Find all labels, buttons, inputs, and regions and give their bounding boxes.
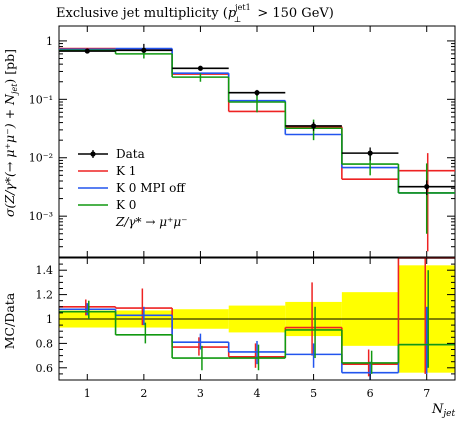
data-point-1 <box>84 48 90 54</box>
legend-process-label: Z/γ* → μ⁺μ⁻ <box>115 215 188 229</box>
data-point-5 <box>310 123 317 129</box>
x-tick-label-7: 7 <box>423 387 430 400</box>
x-axis-label-main: N <box>431 402 444 417</box>
chart-title: Exclusive jet multiplicity (pjet1 ⊥ > 150… <box>56 3 334 24</box>
legend-entry-k-1-label: K 1 <box>116 164 136 178</box>
x-tick-label-1: 1 <box>84 387 91 400</box>
ratio-ytick-label-3: 1.2 <box>36 289 54 302</box>
ratio-ytick-label-1: 0.8 <box>36 337 54 350</box>
main-plot-panel: 1 10⁻¹ 10⁻² 10⁻³ <box>29 25 456 258</box>
ratio-plot-panel: 0.6 0.8 1 1.2 1.4 1 2 3 4 5 6 7 <box>36 257 456 400</box>
top-ytick-label-2: 10⁻² <box>29 152 53 165</box>
x-tick-label-3: 3 <box>197 387 204 400</box>
x-tick-label-2: 2 <box>140 387 147 400</box>
x-tick-label-6: 6 <box>367 387 374 400</box>
top-ytick-label-1: 10⁻¹ <box>29 93 53 106</box>
top-ylabel-sub: jet <box>10 83 19 96</box>
ratio-ytick-label-0: 0.6 <box>36 362 54 375</box>
data-point-3 <box>197 65 204 71</box>
data-point-4 <box>254 90 260 96</box>
title-sup: jet1 <box>234 3 251 12</box>
top-ytick-label-3: 10⁻³ <box>29 210 53 223</box>
legend-entry-k-0-mpi-off-label: K 0 MPI off <box>116 181 186 195</box>
title-p: p <box>228 6 237 21</box>
legend-entry-data-label: Data <box>116 147 145 161</box>
ratio-ytick-label-2: 1 <box>46 313 53 326</box>
data-point-2 <box>141 47 147 53</box>
ratio-ytick-label-4: 1.4 <box>36 264 54 277</box>
top-ylabel-main: σ(Z/γ*(→ μ⁺μ⁻) + N <box>2 93 17 217</box>
x-tick-label-4: 4 <box>254 387 261 400</box>
legend: Data K 1 K 0 MPI off K 0 Z/γ* → μ⁺μ⁻ <box>78 147 188 229</box>
data-point-7 <box>424 184 430 190</box>
ratio-ylabel: MC/Data <box>2 292 17 349</box>
legend-entry-k-0-label: K 0 <box>116 198 136 212</box>
x-tick-label-5: 5 <box>310 387 317 400</box>
top-ylabel-tail: ) [pb] <box>2 49 17 84</box>
data-point-6 <box>367 150 373 156</box>
x-axis-label-sub: jet <box>441 409 455 419</box>
title-sub: ⊥ <box>234 15 242 24</box>
title-main: Exclusive jet multiplicity ( <box>56 6 228 21</box>
top-ytick-label-0: 1 <box>46 35 53 48</box>
legend-entry-data-marker <box>90 151 96 157</box>
top-ylabel: σ(Z/γ*(→ μ⁺μ⁻) + Njet) [pb] <box>2 49 19 217</box>
title-cut: > 150 GeV) <box>253 6 334 21</box>
x-axis-label: Njet <box>431 402 455 419</box>
